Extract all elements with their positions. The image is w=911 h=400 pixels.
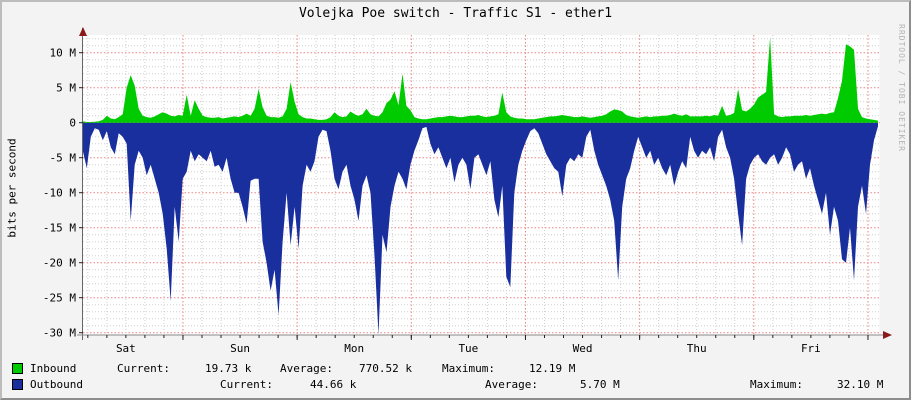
y-tick-label: 10 M — [50, 47, 77, 60]
outbound-average-value: 5.70 M — [580, 378, 620, 391]
x-day-label: Sun — [230, 342, 250, 355]
inbound-area — [82, 37, 879, 123]
x-day-label: Tue — [458, 342, 478, 355]
outbound-current-label: Current: — [220, 378, 273, 391]
inbound-average-value: 770.52 k — [359, 362, 412, 375]
plot-background — [83, 35, 880, 335]
x-day-label: Wed — [573, 342, 593, 355]
x-day-label: Thu — [687, 342, 707, 355]
inbound-swatch — [12, 363, 23, 374]
y-tick-label: -20 M — [43, 257, 76, 270]
outbound-current-value: 44.66 k — [310, 378, 357, 391]
x-day-label: Mon — [344, 342, 364, 355]
inbound-current-label: Current: — [117, 362, 170, 375]
inbound-current-value: 19.73 k — [205, 362, 252, 375]
outbound-swatch — [12, 379, 23, 390]
y-tick-label: -15 M — [43, 222, 76, 235]
x-axis-arrow — [883, 331, 892, 339]
graph-title: Volejka Poe switch - Traffic S1 - ether1 — [298, 6, 613, 21]
outbound-label: Outbound — [30, 378, 83, 391]
y-tick-label: -5 M — [50, 152, 77, 165]
outbound-maximum-label: Maximum: — [750, 378, 803, 391]
y-axis-arrow — [79, 27, 87, 36]
outbound-maximum-value: 32.10 M — [837, 378, 884, 391]
rrdtool-watermark: RRDTOOL / TOBI OETIKER — [897, 24, 906, 152]
y-tick-label: 0 — [69, 117, 76, 130]
y-tick-label: -25 M — [43, 292, 76, 305]
inbound-average-label: Average: — [280, 362, 333, 375]
outbound-area — [82, 122, 879, 335]
outbound-average-label: Average: — [485, 378, 538, 391]
inbound-maximum-label: Maximum: — [442, 362, 495, 375]
x-day-label: Fri — [801, 342, 821, 355]
inbound-maximum-value: 12.19 M — [529, 362, 576, 375]
y-tick-label: 5 M — [56, 82, 76, 95]
y-tick-label: -10 M — [43, 187, 76, 200]
inbound-label: Inbound — [30, 362, 77, 375]
x-day-label: Sat — [116, 342, 136, 355]
y-tick-label: -30 M — [43, 327, 76, 340]
